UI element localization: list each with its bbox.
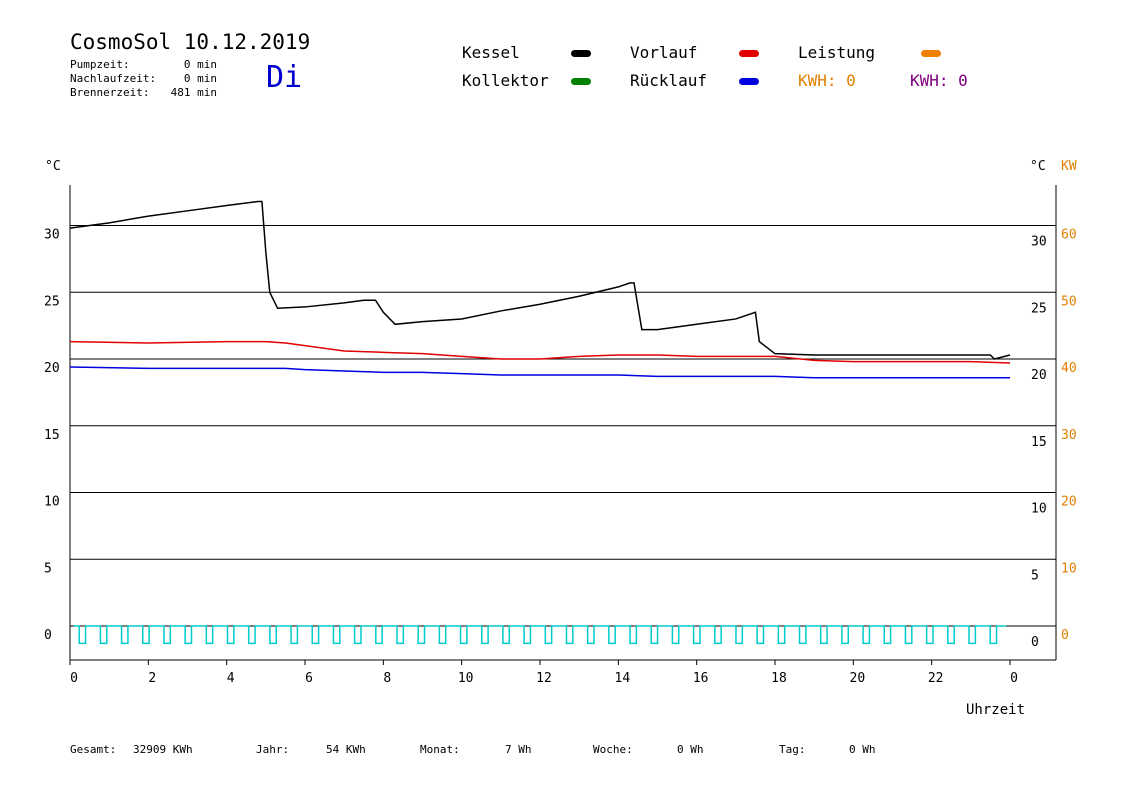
y-tick-label-left: 15 <box>44 428 60 443</box>
stat-nachlaufzeit-value: 0 min <box>183 72 217 85</box>
legend-kessel-swatch <box>571 50 591 57</box>
x-tick-label: 8 <box>383 671 391 686</box>
x-axis-label: Uhrzeit <box>966 702 1025 718</box>
x-tick-label: 2 <box>148 671 156 686</box>
x-tick-label: 0 <box>1010 671 1018 686</box>
footer-monat-value: 7 Wh <box>505 743 532 756</box>
x-tick-label: 6 <box>305 671 313 686</box>
y-tick-label-left: 10 <box>44 495 60 510</box>
y2-tick-label: 0 <box>1061 628 1069 643</box>
legend-ruecklauf-label: Rücklauf <box>630 71 708 90</box>
legend-kessel-label: Kessel <box>462 43 520 62</box>
y-tick-label-left: 20 <box>44 361 60 376</box>
y-tick-label-right: 5 <box>1031 568 1039 583</box>
legend-vorlauf-label: Vorlauf <box>630 43 698 62</box>
series-pulse-line <box>73 625 1007 645</box>
footer-jahr-label: Jahr: <box>256 743 290 756</box>
y2-tick-label: 40 <box>1061 361 1077 376</box>
legend-ruecklauf-swatch <box>739 78 759 85</box>
y2-tick-label: 60 <box>1061 228 1077 243</box>
footer-tag-value: 0 Wh <box>849 743 876 756</box>
x-tick-label: 4 <box>227 671 235 686</box>
legend-leistung-swatch <box>921 50 941 57</box>
x-tick-label: 10 <box>458 671 474 686</box>
x-tick-label: 18 <box>771 671 787 686</box>
chart-title: CosmoSol 10.12.2019 <box>70 30 311 54</box>
footer-monat-label: Monat: <box>420 743 460 756</box>
legend-kwh-orange: KWH: 0 <box>798 71 856 90</box>
series-kessel-line <box>69 200 1011 360</box>
y-tick-label-right: 0 <box>1031 635 1039 650</box>
stat-pumpzeit-value: 0 min <box>183 58 217 71</box>
stat-pumpzeit-label: Pumpzeit: <box>70 58 130 71</box>
series-vorlauf-line <box>69 340 1011 364</box>
x-tick-label: 20 <box>850 671 866 686</box>
x-tick-label: 0 <box>70 671 78 686</box>
stat-brennerzeit-value: 481 min <box>170 86 217 99</box>
footer-gesamt-value: 32909 KWh <box>133 743 193 756</box>
legend-kollektor-label: Kollektor <box>462 71 549 90</box>
stat-brennerzeit-label: Brennerzeit: <box>70 86 150 99</box>
y2-tick-label: 20 <box>1061 495 1077 510</box>
y-axis-label-left: °C <box>45 159 61 174</box>
legend-vorlauf-swatch <box>739 50 759 57</box>
y2-tick-label: 10 <box>1061 561 1077 576</box>
y-axis-label-right: °C <box>1030 159 1046 174</box>
legend-leistung-label: Leistung <box>798 43 876 62</box>
y-tick-label-right: 25 <box>1031 301 1047 316</box>
legend-kollektor-swatch <box>571 78 591 85</box>
y-tick-label-right: 20 <box>1031 368 1047 383</box>
footer-woche-label: Woche: <box>593 743 633 756</box>
y-tick-label-right: 30 <box>1031 235 1047 250</box>
x-tick-label: 12 <box>536 671 552 686</box>
stat-nachlaufzeit-label: Nachlaufzeit: <box>70 72 157 85</box>
x-tick-label: 16 <box>693 671 709 686</box>
series-ruecklauf-line <box>69 366 1010 379</box>
y2-axis-label: KW <box>1061 159 1077 174</box>
y-tick-label-left: 25 <box>44 294 60 309</box>
y-tick-label-left: 30 <box>44 228 60 243</box>
y-tick-label-right: 10 <box>1031 502 1047 517</box>
y-tick-label-right: 15 <box>1031 435 1047 450</box>
footer-gesamt-label: Gesamt: <box>70 743 117 756</box>
x-tick-label: 22 <box>928 671 944 686</box>
y-tick-label-left: 5 <box>44 561 52 576</box>
y2-tick-label: 30 <box>1061 428 1077 443</box>
footer-woche-value: 0 Wh <box>677 743 704 756</box>
footer-jahr-value: 54 KWh <box>326 743 366 756</box>
y-tick-label-left: 0 <box>44 628 52 643</box>
legend-kwh-purple: KWH: 0 <box>910 71 968 90</box>
y2-tick-label: 50 <box>1061 294 1077 309</box>
x-tick-label: 14 <box>615 671 631 686</box>
weekday-label: Di <box>266 60 303 95</box>
footer-tag-label: Tag: <box>779 743 806 756</box>
